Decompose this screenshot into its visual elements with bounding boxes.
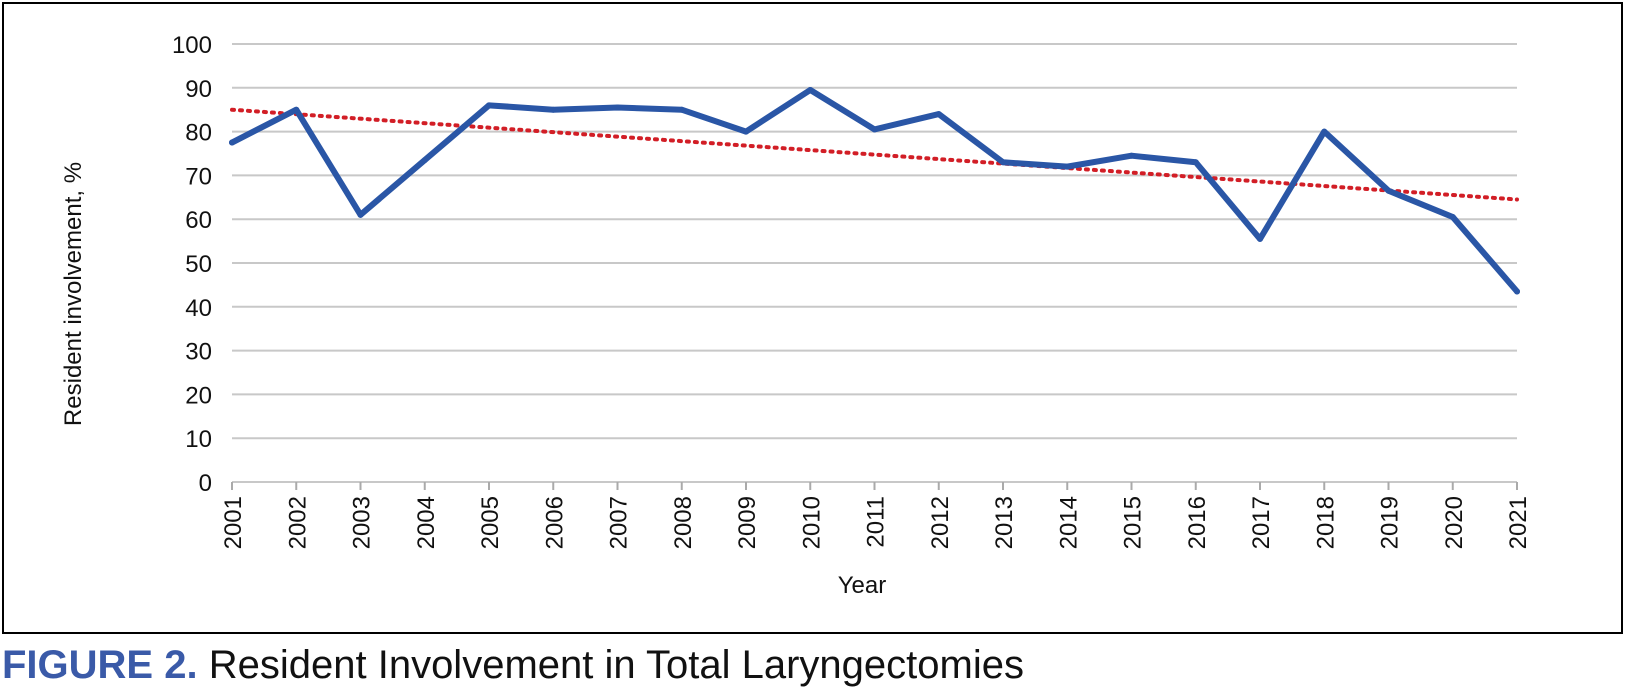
data-point-2009 (743, 128, 749, 135)
y-tick-label-0: 0 (199, 470, 212, 497)
x-tick-label-2001: 2001 (220, 496, 247, 549)
data-point-2020 (1449, 214, 1456, 221)
y-axis-label: Resident involvement, % (60, 162, 87, 426)
x-tick-label-2016: 2016 (1184, 496, 1211, 549)
data-point-2004 (421, 157, 428, 164)
x-tick-label-2020: 2020 (1441, 496, 1468, 549)
data-point-2014 (1064, 163, 1071, 170)
x-tick-label-2007: 2007 (606, 496, 633, 549)
y-tick-label-60: 60 (185, 207, 212, 234)
x-tick-label-2011: 2011 (863, 496, 890, 548)
x-tick-label-2004: 2004 (413, 496, 440, 549)
x-tick-label-2010: 2010 (798, 496, 825, 549)
data-point-2002 (293, 106, 300, 113)
data-point-2012 (935, 111, 942, 118)
data-point-2008 (678, 106, 685, 113)
data-point-2018 (1321, 128, 1328, 135)
data-point-2001 (229, 139, 235, 146)
data-point-2003 (357, 211, 364, 218)
x-tick-label-2005: 2005 (477, 496, 504, 549)
y-tick-label-90: 90 (185, 76, 212, 103)
figure-caption: FIGURE 2. Resident Involvement in Total … (2, 640, 1024, 690)
chart-frame: 0 10 20 30 40 50 60 70 80 90 100 2001 2002 2003 2004 2… (2, 2, 1623, 634)
y-tick-label-80: 80 (185, 120, 212, 147)
data-point-2006 (550, 106, 557, 113)
x-tick-label-2015: 2015 (1120, 496, 1147, 549)
x-tick-label-2018: 2018 (1312, 496, 1339, 549)
x-tick-label-2006: 2006 (541, 496, 568, 549)
data-point-2017 (1257, 235, 1263, 242)
y-tick-label-10: 10 (185, 426, 212, 453)
x-tick-label-2002: 2002 (284, 496, 311, 549)
data-point-2011 (871, 126, 878, 133)
series-layer (229, 86, 1520, 295)
x-tick-label-2009: 2009 (734, 496, 761, 549)
data-point-2005 (486, 102, 492, 109)
gridlines (232, 43, 1517, 440)
data-point-2013 (1000, 159, 1006, 166)
y-tick-label-30: 30 (185, 339, 212, 366)
x-axis-ticks: 2001 2002 2003 2004 2005 2006 2007 2008 2009 2010… (220, 482, 1532, 549)
y-tick-label-40: 40 (185, 295, 212, 322)
trendline-layer (230, 107, 1519, 202)
y-tick-label-20: 20 (185, 382, 212, 409)
data-point-2019 (1385, 187, 1392, 194)
x-tick-label-2017: 2017 (1248, 496, 1275, 549)
x-tick-label-2019: 2019 (1377, 496, 1404, 549)
figure-title: Resident Involvement in Total Laryngecto… (208, 643, 1024, 687)
x-tick-label-2013: 2013 (991, 496, 1018, 549)
x-tick-label-2003: 2003 (349, 496, 376, 549)
x-tick-label-2014: 2014 (1055, 496, 1082, 549)
y-tick-label-50: 50 (185, 251, 212, 278)
y-tick-label-100: 100 (172, 32, 212, 59)
x-tick-label-2021: 2021 (1505, 496, 1532, 549)
data-point-2010 (807, 86, 814, 93)
y-tick-label-70: 70 (185, 163, 212, 190)
data-point-2016 (1192, 159, 1199, 166)
figure-number: FIGURE 2. (2, 643, 198, 687)
data-point-2021 (1514, 288, 1520, 295)
y-axis-ticks: 0 10 20 30 40 50 60 70 80 90 100 (172, 32, 212, 497)
data-point-2007 (614, 104, 621, 111)
x-tick-label-2012: 2012 (927, 496, 954, 549)
data-point-2015 (1128, 152, 1135, 159)
x-axis-label: Year (838, 572, 887, 599)
x-tick-label-2008: 2008 (670, 496, 697, 549)
trendline (230, 107, 1519, 202)
series-line-0 (229, 86, 1520, 295)
